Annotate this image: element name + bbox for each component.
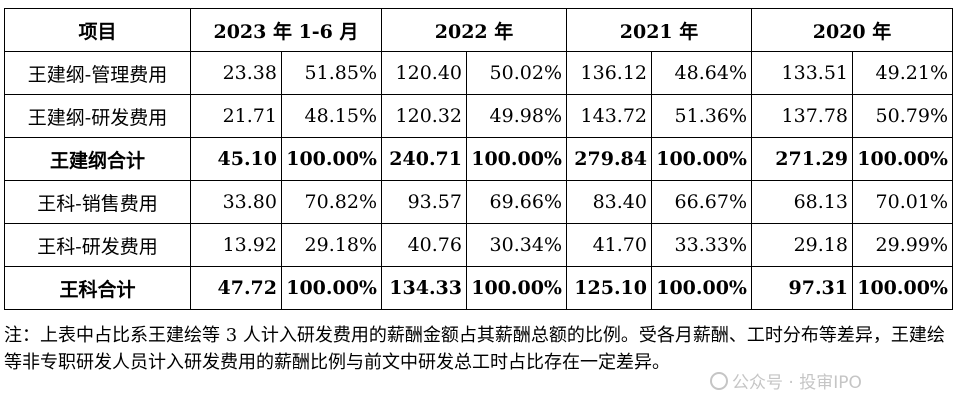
- wechat-icon: [710, 371, 728, 390]
- amount-cell: 33.80: [190, 180, 282, 224]
- header-period: 2021 年: [566, 8, 752, 52]
- ratio-cell: 50.79%: [852, 94, 953, 138]
- ratio-cell: 48.64%: [651, 51, 752, 95]
- watermark-text: 公众号 · 投审IPO: [732, 373, 862, 393]
- amount-cell: 97.31: [751, 266, 853, 310]
- table-row: 王建纲-研发费用 21.71 48.15% 120.32 49.98% 143.72 51.…: [4, 94, 953, 138]
- salary-ratio-table-container: 项目 2023 年 1-6 月 2022 年 2021 年 2020 年 王建纲…: [4, 8, 953, 310]
- ratio-cell: 29.99%: [852, 223, 953, 267]
- amount-cell: 23.38: [190, 51, 282, 95]
- amount-cell: 45.10: [190, 137, 282, 181]
- ratio-cell: 100.00%: [852, 137, 953, 181]
- table-row: 王科-研发费用 13.92 29.18% 40.76 30.34% 41.70 33.33%…: [4, 223, 953, 267]
- salary-ratio-table: 项目 2023 年 1-6 月 2022 年 2021 年 2020 年 王建纲…: [4, 8, 953, 310]
- row-label: 王科-研发费用: [4, 223, 191, 267]
- amount-cell: 83.40: [566, 180, 652, 224]
- amount-cell: 143.72: [566, 94, 652, 138]
- amount-cell: 133.51: [751, 51, 853, 95]
- row-label: 王建纲-管理费用: [4, 51, 191, 95]
- header-period: 2022 年: [381, 8, 567, 52]
- header-item: 项目: [4, 8, 191, 52]
- ratio-cell: 51.36%: [651, 94, 752, 138]
- ratio-cell: 100.00%: [466, 266, 567, 310]
- ratio-cell: 33.33%: [651, 223, 752, 267]
- amount-cell: 41.70: [566, 223, 652, 267]
- row-label: 王建纲合计: [4, 137, 191, 181]
- amount-cell: 120.40: [381, 51, 467, 95]
- ratio-cell: 100.00%: [651, 137, 752, 181]
- ratio-cell: 70.82%: [281, 180, 382, 224]
- ratio-cell: 49.21%: [852, 51, 953, 95]
- amount-cell: 136.12: [566, 51, 652, 95]
- ratio-cell: 100.00%: [281, 266, 382, 310]
- header-period: 2023 年 1-6 月: [190, 8, 382, 52]
- amount-cell: 137.78: [751, 94, 853, 138]
- ratio-cell: 100.00%: [466, 137, 567, 181]
- ratio-cell: 100.00%: [852, 266, 953, 310]
- table-total-row: 王建纲合计 45.10 100.00% 240.71 100.00% 279.84 100.…: [4, 137, 953, 181]
- table-row: 王建纲-管理费用 23.38 51.85% 120.40 50.02% 136.12 48.…: [4, 51, 953, 95]
- ratio-cell: 49.98%: [466, 94, 567, 138]
- ratio-cell: 100.00%: [281, 137, 382, 181]
- watermark: 公众号 · 投审IPO: [710, 368, 862, 393]
- amount-cell: 68.13: [751, 180, 853, 224]
- table-footnote: 注：上表中占比系王建绘等 3 人计入研发费用的薪酬金额占其薪酬总额的比例。受各月…: [4, 325, 945, 373]
- row-label: 王建纲-研发费用: [4, 94, 191, 138]
- amount-cell: 40.76: [381, 223, 467, 267]
- ratio-cell: 48.15%: [281, 94, 382, 138]
- table-total-row: 王科合计 47.72 100.00% 134.33 100.00% 125.10 100.0…: [4, 266, 953, 310]
- row-label: 王科合计: [4, 266, 191, 310]
- table-body: 王建纲-管理费用 23.38 51.85% 120.40 50.02% 136.12 48.…: [4, 51, 953, 310]
- table-header-row: 项目 2023 年 1-6 月 2022 年 2021 年 2020 年: [4, 8, 953, 52]
- amount-cell: 47.72: [190, 266, 282, 310]
- ratio-cell: 51.85%: [281, 51, 382, 95]
- amount-cell: 240.71: [381, 137, 467, 181]
- amount-cell: 134.33: [381, 266, 467, 310]
- amount-cell: 271.29: [751, 137, 853, 181]
- header-period: 2020 年: [751, 8, 953, 52]
- row-label: 王科-销售费用: [4, 180, 191, 224]
- amount-cell: 29.18: [751, 223, 853, 267]
- ratio-cell: 70.01%: [852, 180, 953, 224]
- ratio-cell: 30.34%: [466, 223, 567, 267]
- amount-cell: 93.57: [381, 180, 467, 224]
- amount-cell: 120.32: [381, 94, 467, 138]
- amount-cell: 279.84: [566, 137, 652, 181]
- ratio-cell: 100.00%: [651, 266, 752, 310]
- amount-cell: 125.10: [566, 266, 652, 310]
- table-row: 王科-销售费用 33.80 70.82% 93.57 69.66% 83.40 66.67%…: [4, 180, 953, 224]
- amount-cell: 21.71: [190, 94, 282, 138]
- ratio-cell: 69.66%: [466, 180, 567, 224]
- amount-cell: 13.92: [190, 223, 282, 267]
- ratio-cell: 66.67%: [651, 180, 752, 224]
- ratio-cell: 29.18%: [281, 223, 382, 267]
- ratio-cell: 50.02%: [466, 51, 567, 95]
